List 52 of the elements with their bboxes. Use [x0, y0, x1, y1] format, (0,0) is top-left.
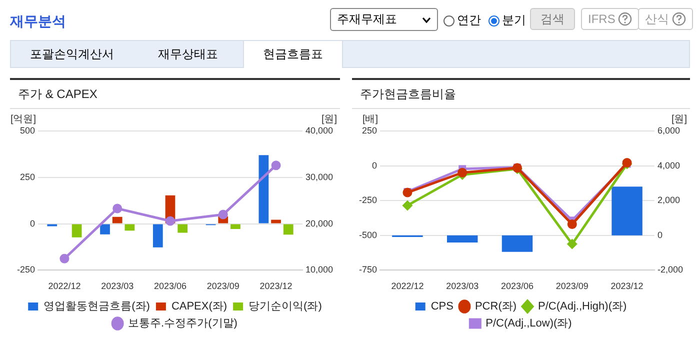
text: 검색: [530, 8, 575, 30]
text: 재무상태표: [157, 46, 219, 62]
x-tick-label: 2023/12: [260, 281, 292, 292]
y-tick-label: 250: [20, 172, 36, 182]
legend-label: CAPEX(좌): [171, 300, 228, 313]
y2-tick-label: 40,000: [305, 125, 334, 136]
y-axis-title: [억원]: [10, 114, 36, 125]
chart-title: 주가현금흐름비율: [352, 80, 690, 109]
y2-tick-label: 20,000: [305, 218, 334, 228]
legend-label: 영업활동현금흐름(좌): [44, 300, 150, 313]
text: 연간: [456, 12, 481, 29]
x-tick-label: 2023/03: [446, 281, 479, 292]
y2-axis-title: [원]: [321, 114, 338, 125]
x-tick-label: 2022/12: [48, 281, 81, 292]
text: 산식: [638, 8, 693, 30]
y2-tick-label: 6,000: [657, 125, 680, 136]
legend-label: P/C(Adj.,Low)(좌): [486, 318, 572, 330]
x-tick-label: 2023/09: [206, 281, 240, 292]
x-tick-label: 2023/06: [154, 281, 187, 292]
legend-label: P/C(Adj.,High)(좌): [538, 300, 627, 313]
legend-label: 보통주.수정주가(기말): [128, 318, 238, 330]
y2-axis-title: [원]: [671, 114, 688, 125]
x-tick-label: 2023/12: [610, 281, 644, 292]
y-tick-label: 500: [20, 125, 36, 136]
y-tick-label: -500: [359, 230, 378, 240]
text: 포괄손익계산서: [29, 46, 115, 62]
text: 분기: [501, 12, 526, 29]
y-tick-label: 0: [372, 160, 378, 170]
y2-tick-label: 4,000: [657, 160, 680, 170]
y-tick-label: 0: [30, 218, 36, 228]
legend-label: 당기순이익(좌): [248, 300, 322, 313]
x-tick-label: 2022/12: [391, 281, 424, 292]
x-tick-label: 2023/09: [556, 281, 588, 292]
y-tick-label: -750: [359, 264, 378, 275]
text: 주재무제표: [337, 11, 397, 28]
chart-title: 주가 & CAPEX: [10, 80, 340, 109]
y2-tick-label: 10,000: [305, 264, 334, 275]
y2-tick-label: -2,000: [657, 264, 684, 275]
legend-label: PCR(좌): [474, 300, 517, 313]
y2-tick-label: 0: [657, 230, 662, 240]
text: 현금흐름표: [243, 40, 343, 68]
text: 재무분석: [10, 13, 66, 31]
y2-tick-label: 30,000: [305, 172, 334, 182]
legend-label: CPS: [430, 300, 454, 313]
x-tick-label: 2023/06: [500, 281, 534, 292]
x-tick-label: 2023/03: [101, 281, 134, 292]
y-tick-label: -250: [17, 264, 36, 275]
text: IFRS: [581, 8, 640, 30]
y2-tick-label: 2,000: [657, 195, 680, 206]
y-tick-label: 250: [362, 125, 378, 136]
y-axis-title: [배]: [362, 114, 378, 125]
y-tick-label: -250: [359, 195, 378, 206]
